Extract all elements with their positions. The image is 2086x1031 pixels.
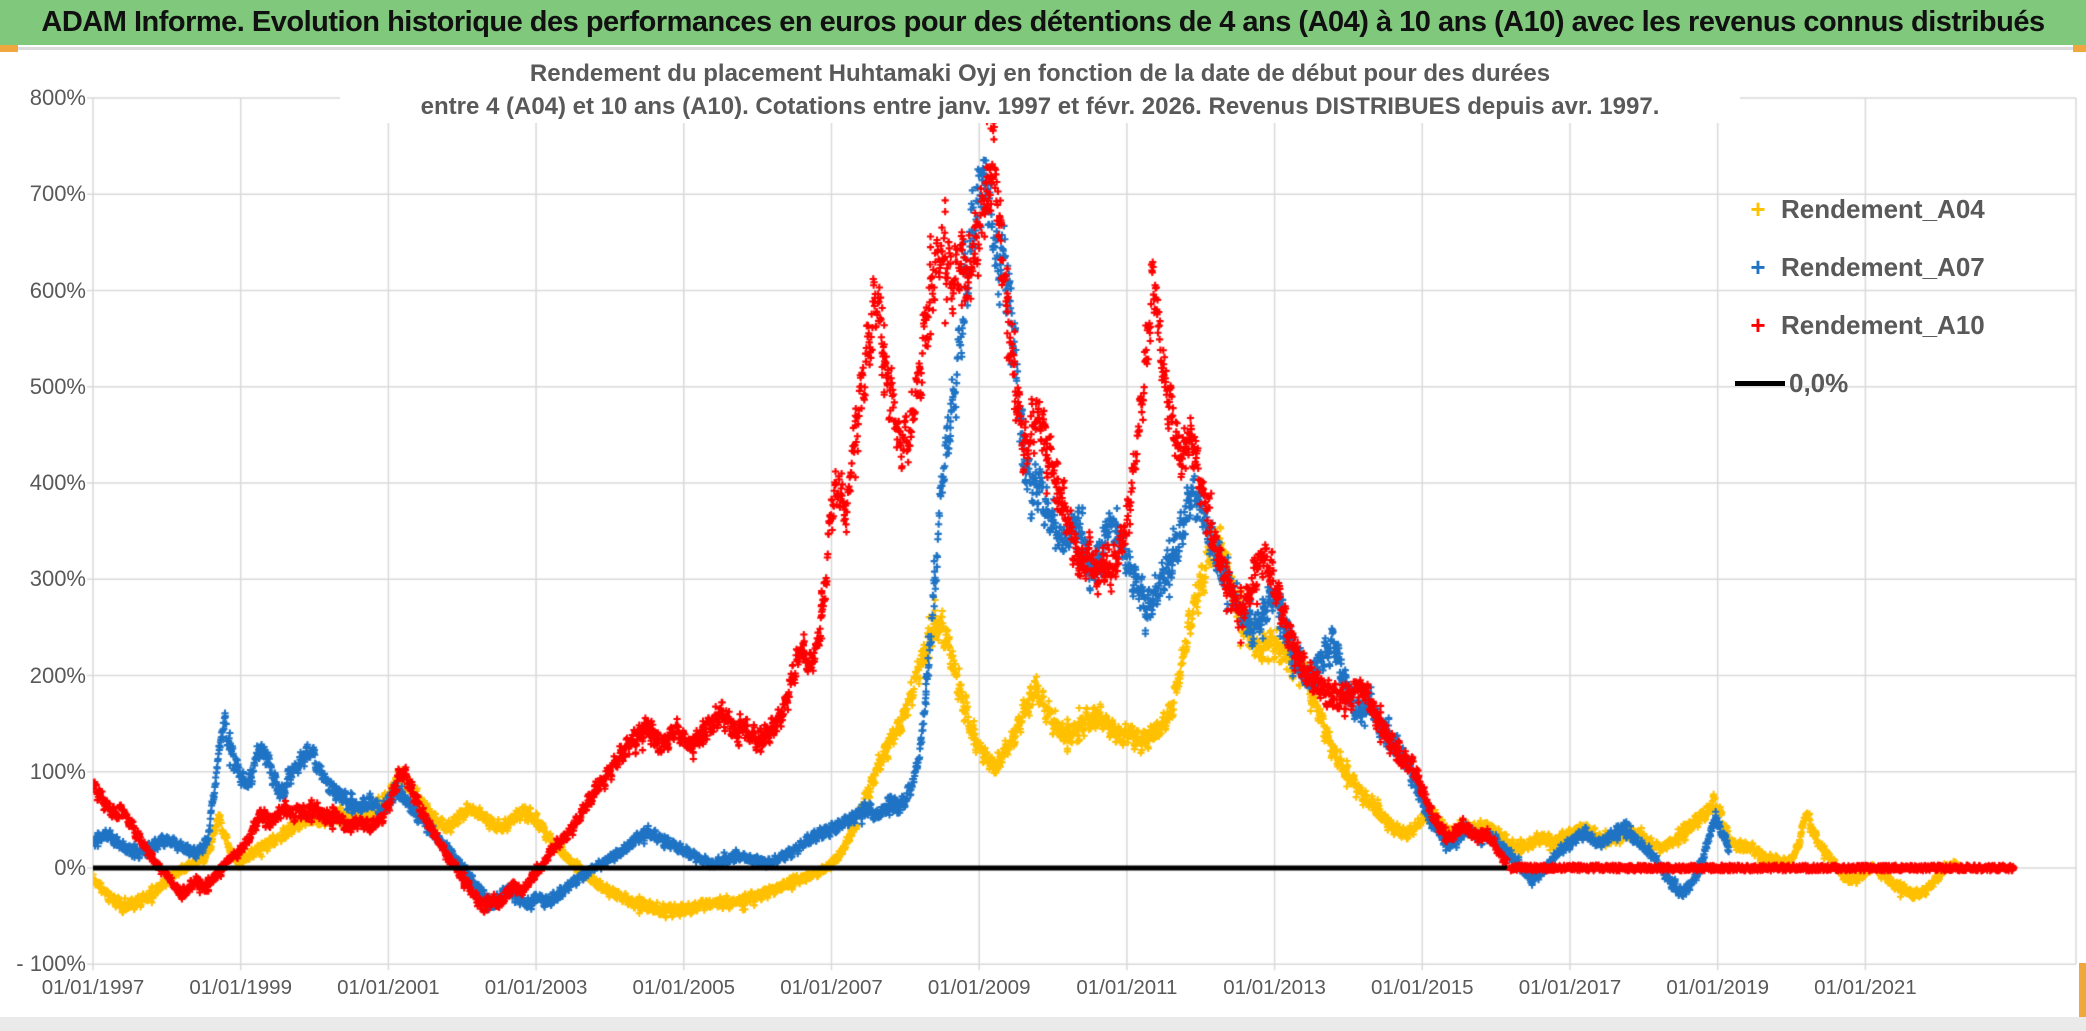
y-axis-label: 700% (29, 181, 86, 207)
legend-item: + Rendement_A04 (1735, 190, 2035, 228)
y-axis-label: - 100% (16, 951, 86, 977)
plus-marker-icon: + (1750, 310, 1766, 340)
legend-label: Rendement_A10 (1781, 309, 1985, 340)
zero-line-swatch-icon (1735, 380, 1785, 386)
y-axis-label: 200% (29, 662, 86, 688)
legend-item: + Rendement_A07 (1735, 248, 2035, 286)
y-axis-label: 800% (29, 85, 86, 110)
legend-label: Rendement_A04 (1781, 193, 1985, 224)
x-axis-label: 01/01/1997 (41, 976, 145, 999)
chart-title-line2: entre 4 (A04) et 10 ans (A10). Cotations… (420, 93, 1660, 120)
y-axis-label: 300% (29, 566, 86, 592)
legend-item-zero-line: 0,0% (1735, 364, 2035, 402)
chart-title-line1: Rendement du placement Huhtamaki Oyj en … (529, 60, 1551, 87)
x-axis-label: 01/01/2019 (1666, 976, 1769, 999)
x-axis-label: 01/01/2017 (1518, 976, 1622, 999)
x-axis-label: 01/01/2001 (337, 976, 440, 999)
y-axis-label: 500% (29, 373, 86, 399)
x-axis-label: 01/01/2013 (1223, 976, 1326, 999)
x-axis-label: 01/01/2015 (1370, 976, 1474, 999)
chart-legend: + Rendement_A04 + Rendement_A07 + Rendement_A… (1735, 190, 2035, 422)
plus-marker-icon: + (1750, 252, 1766, 282)
y-axis-label: 600% (29, 277, 86, 303)
x-axis-label: 01/01/2005 (632, 976, 736, 999)
plus-marker-icon: + (1750, 194, 1766, 224)
bottom-strip (0, 1017, 2086, 1031)
x-axis-label: 01/01/2021 (1814, 976, 1917, 999)
x-axis-label: 01/01/2009 (927, 976, 1031, 999)
x-axis-label: 01/01/2011 (1076, 976, 1178, 999)
x-axis-label: 01/01/1999 (189, 976, 292, 999)
y-axis-label: 0% (54, 855, 86, 880)
chart-title: Rendement du placement Huhtamaki Oyj en … (340, 57, 1740, 123)
y-axis-label: 100% (29, 758, 86, 784)
x-axis-label: 01/01/2007 (780, 976, 883, 999)
legend-item: + Rendement_A10 (1735, 306, 2035, 344)
y-axis-label: 400% (29, 470, 86, 495)
legend-label: Rendement_A07 (1781, 251, 1985, 282)
x-axis-label: 01/01/2003 (484, 976, 588, 999)
legend-label: 0,0% (1789, 367, 1849, 398)
